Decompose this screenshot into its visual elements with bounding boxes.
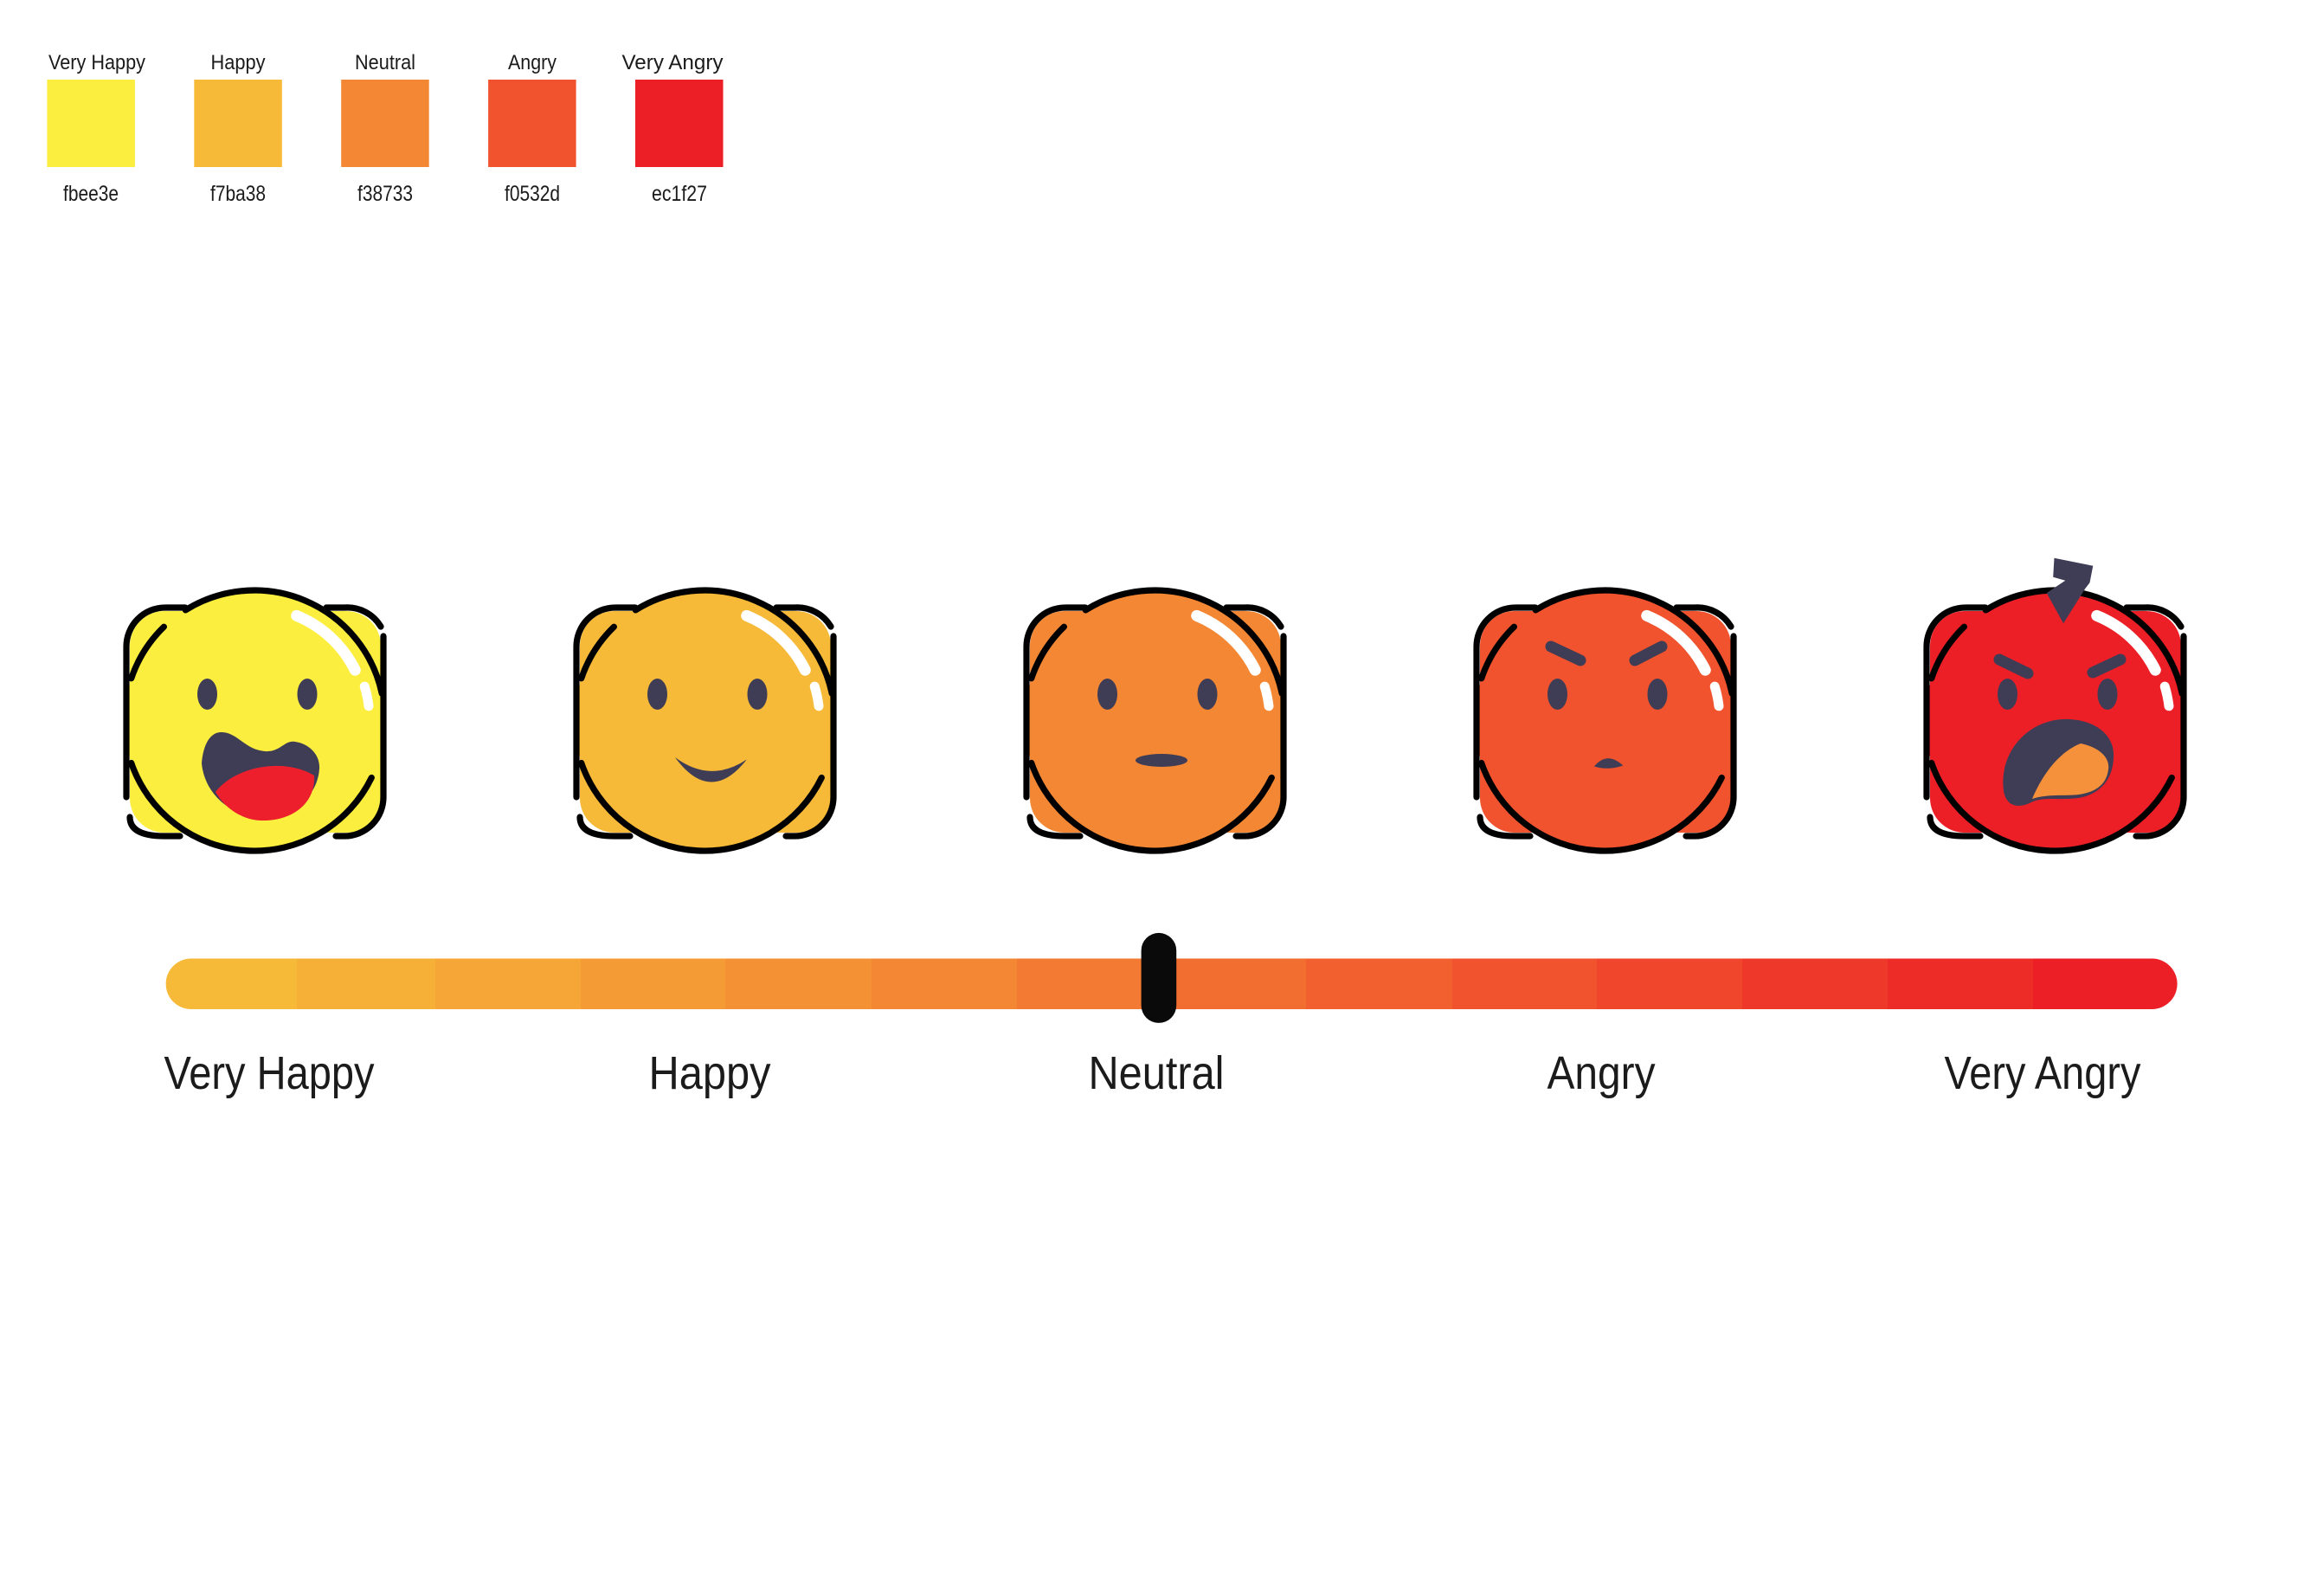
svg-text:Very Angry: Very Angry [622,51,724,74]
svg-text:fbee3e: fbee3e [63,182,119,206]
svg-text:Very Angry: Very Angry [1945,1047,2141,1099]
svg-text:Neutral: Neutral [355,51,415,74]
svg-text:Very Happy: Very Happy [48,51,145,74]
svg-text:Neutral: Neutral [1089,1047,1225,1099]
svg-text:Very Happy: Very Happy [164,1047,375,1099]
svg-text:f7ba38: f7ba38 [210,182,266,206]
svg-text:Angry: Angry [508,51,557,74]
svg-text:f38733: f38733 [357,182,413,206]
svg-text:f0532d: f0532d [505,182,560,206]
svg-text:ec1f27: ec1f27 [652,182,707,206]
svg-text:Angry: Angry [1548,1047,1656,1099]
svg-text:Happy: Happy [649,1047,771,1099]
svg-text:Happy: Happy [211,51,266,74]
